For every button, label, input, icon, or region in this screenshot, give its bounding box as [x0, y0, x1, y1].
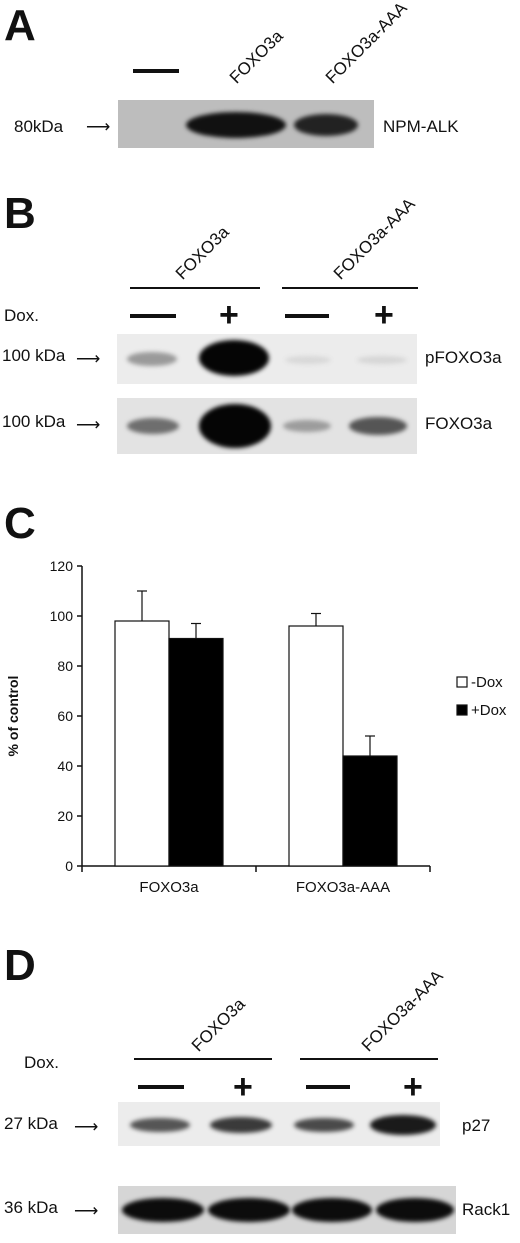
panel-b-minus-2: [285, 314, 329, 318]
panel-b-group-label-foxo3a-aaa: FOXO3a-AAA: [329, 194, 419, 284]
band-lane3: [283, 420, 331, 432]
panel-b-dox-label: Dox.: [4, 306, 39, 325]
y-tick-label: 40: [57, 758, 73, 774]
panel-d-minus-1: [138, 1085, 184, 1089]
band-lane4: [349, 417, 407, 435]
panel-a-marker: 80kDa: [14, 117, 64, 136]
x-tick-label: FOXO3a: [139, 879, 199, 896]
panel-b-group-line-1: [130, 287, 260, 289]
panel-b-group-label-foxo3a: FOXO3a: [171, 222, 233, 284]
panel-d-group-line-2: [300, 1058, 438, 1060]
panel-d-arrow-1: ⟶: [74, 1117, 99, 1136]
panel-d-marker-1: 27 kDa: [4, 1114, 58, 1133]
band-lane4: [370, 1115, 436, 1135]
panel-b-minus-1: [130, 314, 176, 318]
panel-d-blot-p27: [118, 1102, 440, 1146]
panel-d-blot-rack1: [118, 1186, 456, 1234]
panel-c-letter: C: [4, 499, 36, 548]
panel-d-band-label-1: p27: [462, 1116, 491, 1135]
band-lane3: [294, 1118, 354, 1132]
bar: [114, 620, 170, 867]
legend-label: +Dox: [471, 702, 507, 719]
panel-d-group-label-foxo3a-aaa: FOXO3a-AAA: [357, 966, 447, 1056]
band-lane1: [130, 1118, 190, 1132]
band-lane1: [122, 1198, 204, 1222]
panel-b-group-line-2: [282, 287, 418, 289]
panel-d-group-line-1: [134, 1058, 272, 1060]
panel-d-arrow-2: ⟶: [74, 1201, 99, 1220]
bar: [342, 755, 398, 867]
panel-b-band-label-2: FOXO3a: [425, 414, 493, 433]
y-axis-label: % of control: [5, 676, 21, 757]
panel-a-lane-label-foxo3a-aaa: FOXO3a-AAA: [321, 0, 411, 88]
y-tick-label: 120: [50, 558, 74, 574]
panel-d-marker-2: 36 kDa: [4, 1198, 58, 1217]
panel-b-blot-pfoxo3a: [117, 334, 417, 384]
y-tick-label: 80: [57, 658, 73, 674]
panel-a-letter: A: [4, 1, 36, 50]
panel-b-band-label-1: pFOXO3a: [425, 348, 502, 367]
y-tick-label: 100: [50, 608, 74, 624]
y-tick-label: 60: [57, 708, 73, 724]
band-lane3: [292, 1198, 372, 1222]
panel-a-lane-label-foxo3a: FOXO3a: [225, 26, 287, 88]
panel-d-band-label-2: Rack1: [462, 1200, 511, 1219]
y-tick-label: 20: [57, 808, 73, 824]
band-lane4: [357, 356, 407, 364]
legend-label: -Dox: [471, 674, 503, 691]
panel-b-marker-1: 100 kDa: [2, 346, 66, 365]
band-foxo3a-aaa: [294, 114, 358, 136]
panel-b-marker-2: 100 kDa: [2, 412, 66, 431]
band-lane1: [127, 418, 179, 434]
panel-d-group-label-foxo3a: FOXO3a: [187, 994, 249, 1056]
panel-b-arrow-2: ⟶: [76, 415, 101, 434]
bar: [168, 637, 224, 867]
band-foxo3a: [186, 112, 286, 138]
y-tick-label: 0: [65, 858, 73, 874]
band-lane1: [127, 352, 177, 366]
bar: [288, 625, 344, 867]
panel-b-letter: B: [4, 189, 36, 238]
panel-d-minus-2: [306, 1085, 350, 1089]
panel-a-lane-control-dash: [133, 69, 179, 73]
panel-b-arrow-1: ⟶: [76, 349, 101, 368]
panel-a-band-label: NPM-ALK: [383, 117, 459, 136]
band-lane4: [376, 1198, 454, 1222]
bar-chart: 0 20 40 60 80 100 120 % of control FOXO3a FOXO3a-…: [5, 558, 507, 896]
panel-b-blot-foxo3a: [117, 398, 417, 454]
panel-b-plus-1: +: [219, 296, 239, 334]
panel-d-dox-label: Dox.: [24, 1053, 59, 1072]
band-lane3: [285, 356, 331, 364]
panel-a-arrow: ⟶: [86, 117, 111, 136]
band-lane2: [199, 340, 269, 376]
panel-d-letter: D: [4, 941, 36, 990]
panel-d-plus-2: +: [403, 1068, 423, 1106]
legend-swatch: [456, 676, 468, 688]
legend-swatch: [456, 704, 468, 716]
panel-b-plus-2: +: [374, 296, 394, 334]
band-lane2: [199, 404, 271, 448]
panel-d-plus-1: +: [233, 1068, 253, 1106]
band-lane2: [208, 1198, 290, 1222]
panel-a-blot: [118, 100, 374, 148]
band-lane2: [210, 1117, 272, 1133]
x-tick-label: FOXO3a-AAA: [296, 879, 390, 896]
